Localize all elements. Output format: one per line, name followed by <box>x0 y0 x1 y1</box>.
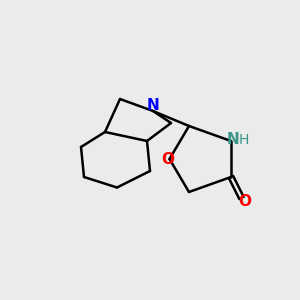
Text: H: H <box>238 133 249 146</box>
Text: N: N <box>226 132 239 147</box>
Text: O: O <box>238 194 251 208</box>
Text: O: O <box>161 152 175 166</box>
Text: N: N <box>147 98 159 113</box>
